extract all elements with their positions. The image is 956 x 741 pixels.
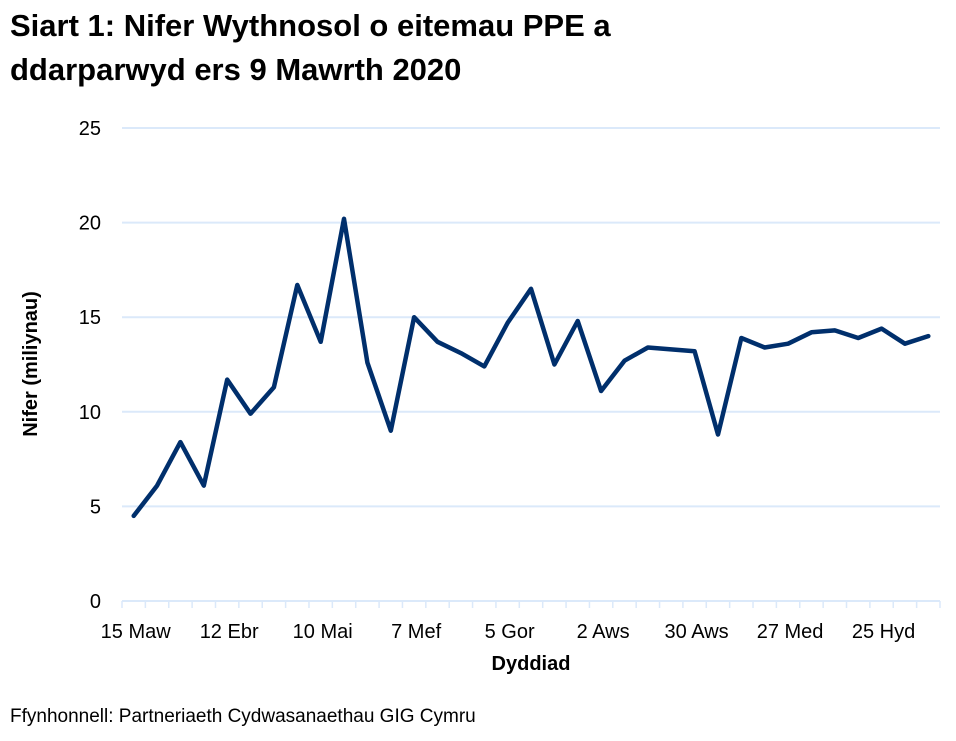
chart-title: Siart 1: Nifer Wythnosol o eitemau PPE a… [10,4,611,92]
x-tick-label: 27 Med [757,621,824,643]
x-axis: 15 Maw 12 Ebr 10 Mai 7 Mef 5 Gor 2 Aws 30 Aws 2… [101,601,941,643]
y-tick-label: 10 [79,402,101,424]
y-tick-label: 25 [79,118,101,140]
x-tick-label: 10 Mai [293,621,353,643]
series-group [131,216,931,519]
x-tick-label: 12 Ebr [200,621,259,643]
x-tick-label: 15 Maw [101,621,172,643]
x-tick-label: 5 Gor [485,621,535,643]
x-tick-label: 30 Aws [665,621,729,643]
chart-title-line-1: Siart 1: Nifer Wythnosol o eitemau PPE a [10,8,611,43]
y-tick-label: 0 [90,591,101,613]
chart-title-line-2: ddarparwyd ers 9 Mawrth 2020 [10,52,462,87]
x-tick-label: 2 Aws [577,621,630,643]
x-axis-label: Dyddiad [492,653,571,675]
y-tick-label: 15 [79,307,101,329]
x-tick-label: 25 Hyd [852,621,915,643]
x-tick-label: 7 Mef [391,621,441,643]
gridlines [122,127,940,602]
series-line [131,216,931,519]
y-tick-label: 5 [90,496,101,518]
source-note: Ffynhonnell: Partneriaeth Cydwasanaethau… [10,706,476,727]
y-axis-ticks: 0 5 10 15 20 25 [79,118,101,613]
y-axis-label: Nifer (miliynau) [20,291,42,437]
y-tick-label: 20 [79,213,101,235]
